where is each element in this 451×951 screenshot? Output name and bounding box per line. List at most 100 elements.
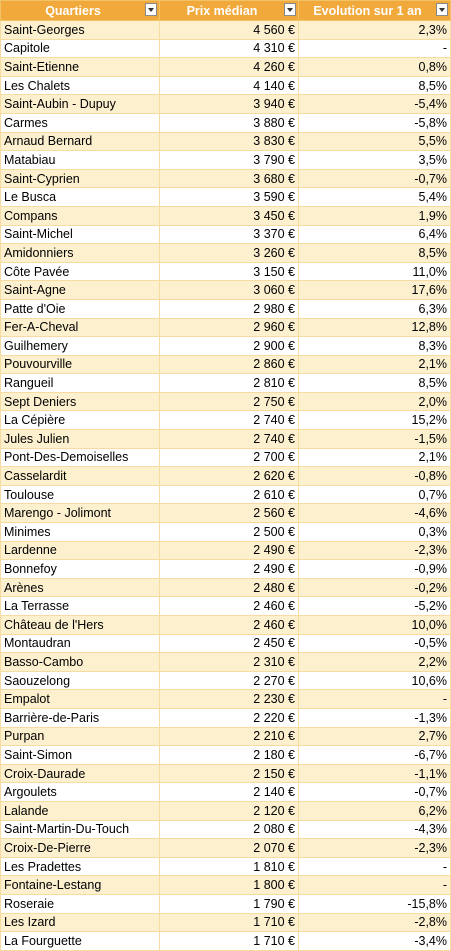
cell-evolution[interactable]: -3,4% [298, 931, 451, 951]
cell-quartier[interactable]: Basso-Cambo [0, 652, 160, 672]
cell-prix-median[interactable]: 2 610 € [159, 484, 299, 505]
cell-evolution[interactable]: -0,7% [298, 168, 451, 189]
cell-prix-median[interactable]: 1 800 € [159, 875, 299, 895]
cell-prix-median[interactable]: 2 210 € [159, 726, 299, 747]
cell-quartier[interactable]: Patte d'Oie [0, 298, 160, 319]
cell-evolution[interactable]: 6,4% [298, 224, 451, 245]
cell-evolution[interactable]: -2,3% [298, 540, 451, 561]
cell-prix-median[interactable]: 3 450 € [159, 205, 299, 226]
cell-evolution[interactable]: -4,3% [298, 819, 451, 840]
cell-evolution[interactable]: 6,2% [298, 800, 451, 821]
cell-quartier[interactable]: Saint-Agne [0, 280, 160, 300]
cell-prix-median[interactable]: 2 220 € [159, 707, 299, 728]
cell-evolution[interactable]: 1,9% [298, 205, 451, 226]
cell-quartier[interactable]: Le Busca [0, 187, 160, 207]
cell-evolution[interactable]: -5,8% [298, 112, 451, 133]
cell-quartier[interactable]: Empalot [0, 689, 160, 709]
cell-quartier[interactable]: Capitole [0, 38, 160, 59]
cell-prix-median[interactable]: 3 830 € [159, 131, 299, 152]
cell-prix-median[interactable]: 2 960 € [159, 317, 299, 338]
cell-prix-median[interactable]: 2 500 € [159, 522, 299, 542]
cell-evolution[interactable]: 2,3% [298, 20, 451, 40]
cell-evolution[interactable]: 3,5% [298, 150, 451, 170]
filter-dropdown-icon[interactable] [436, 3, 448, 16]
cell-prix-median[interactable]: 2 560 € [159, 503, 299, 524]
cell-evolution[interactable]: 2,0% [298, 391, 451, 412]
cell-evolution[interactable]: 12,8% [298, 317, 451, 338]
cell-prix-median[interactable]: 2 490 € [159, 559, 299, 579]
cell-quartier[interactable]: Fontaine-Lestang [0, 875, 160, 895]
cell-prix-median[interactable]: 2 740 € [159, 429, 299, 449]
cell-prix-median[interactable]: 4 140 € [159, 75, 299, 96]
cell-evolution[interactable]: 0,7% [298, 484, 451, 505]
cell-quartier[interactable]: Sept Deniers [0, 391, 160, 412]
cell-prix-median[interactable]: 1 790 € [159, 893, 299, 914]
filter-dropdown-icon[interactable] [284, 3, 296, 16]
cell-evolution[interactable]: -15,8% [298, 893, 451, 914]
cell-prix-median[interactable]: 2 860 € [159, 354, 299, 375]
cell-quartier[interactable]: Saint-Georges [0, 20, 160, 40]
cell-prix-median[interactable]: 3 060 € [159, 280, 299, 300]
cell-evolution[interactable]: 2,7% [298, 726, 451, 747]
cell-quartier[interactable]: La Cépière [0, 410, 160, 431]
cell-quartier[interactable]: Lardenne [0, 540, 160, 561]
cell-evolution[interactable]: 6,3% [298, 298, 451, 319]
cell-evolution[interactable]: 8,5% [298, 75, 451, 96]
cell-prix-median[interactable]: 2 750 € [159, 391, 299, 412]
cell-prix-median[interactable]: 1 710 € [159, 931, 299, 951]
cell-quartier[interactable]: Matabiau [0, 150, 160, 170]
cell-quartier[interactable]: Jules Julien [0, 429, 160, 449]
cell-prix-median[interactable]: 3 590 € [159, 187, 299, 207]
cell-prix-median[interactable]: 2 810 € [159, 373, 299, 393]
cell-evolution[interactable]: 11,0% [298, 261, 451, 282]
cell-prix-median[interactable]: 2 450 € [159, 633, 299, 654]
cell-evolution[interactable]: -5,2% [298, 596, 451, 616]
cell-evolution[interactable]: 10,6% [298, 670, 451, 691]
cell-evolution[interactable]: 17,6% [298, 280, 451, 300]
cell-quartier[interactable]: Roseraie [0, 893, 160, 914]
cell-quartier[interactable]: La Fourguette [0, 931, 160, 951]
cell-prix-median[interactable]: 2 980 € [159, 298, 299, 319]
cell-quartier[interactable]: Purpan [0, 726, 160, 747]
cell-evolution[interactable]: -1,1% [298, 763, 451, 784]
cell-prix-median[interactable]: 1 710 € [159, 912, 299, 933]
cell-evolution[interactable]: -0,8% [298, 466, 451, 486]
cell-quartier[interactable]: Côte Pavée [0, 261, 160, 282]
cell-prix-median[interactable]: 2 070 € [159, 838, 299, 858]
cell-evolution[interactable]: 10,0% [298, 615, 451, 635]
cell-prix-median[interactable]: 2 460 € [159, 596, 299, 616]
cell-prix-median[interactable]: 2 490 € [159, 540, 299, 561]
cell-quartier[interactable]: La Terrasse [0, 596, 160, 616]
cell-evolution[interactable]: -1,5% [298, 429, 451, 449]
cell-evolution[interactable]: -4,6% [298, 503, 451, 524]
cell-prix-median[interactable]: 3 150 € [159, 261, 299, 282]
cell-evolution[interactable]: 5,4% [298, 187, 451, 207]
cell-prix-median[interactable]: 3 940 € [159, 94, 299, 114]
cell-prix-median[interactable]: 4 260 € [159, 57, 299, 77]
cell-quartier[interactable]: Arènes [0, 577, 160, 598]
cell-prix-median[interactable]: 2 140 € [159, 782, 299, 802]
cell-quartier[interactable]: Amidonniers [0, 243, 160, 263]
cell-evolution[interactable]: -0,7% [298, 782, 451, 802]
filter-dropdown-icon[interactable] [145, 3, 157, 16]
cell-quartier[interactable]: Argoulets [0, 782, 160, 802]
cell-prix-median[interactable]: 4 560 € [159, 20, 299, 40]
cell-prix-median[interactable]: 3 680 € [159, 168, 299, 189]
cell-quartier[interactable]: Saouzelong [0, 670, 160, 691]
cell-quartier[interactable]: Saint-Etienne [0, 57, 160, 77]
cell-evolution[interactable]: - [298, 689, 451, 709]
cell-evolution[interactable]: -2,3% [298, 838, 451, 858]
cell-quartier[interactable]: Bonnefoy [0, 559, 160, 579]
cell-prix-median[interactable]: 3 370 € [159, 224, 299, 245]
cell-quartier[interactable]: Guilhemery [0, 336, 160, 356]
cell-evolution[interactable]: 0,3% [298, 522, 451, 542]
cell-quartier[interactable]: Barrière-de-Paris [0, 707, 160, 728]
cell-prix-median[interactable]: 2 310 € [159, 652, 299, 672]
cell-prix-median[interactable]: 2 150 € [159, 763, 299, 784]
cell-prix-median[interactable]: 2 700 € [159, 447, 299, 468]
cell-evolution[interactable]: 0,8% [298, 57, 451, 77]
cell-prix-median[interactable]: 4 310 € [159, 38, 299, 59]
cell-evolution[interactable]: 2,1% [298, 447, 451, 468]
cell-quartier[interactable]: Minimes [0, 522, 160, 542]
cell-evolution[interactable]: - [298, 38, 451, 59]
